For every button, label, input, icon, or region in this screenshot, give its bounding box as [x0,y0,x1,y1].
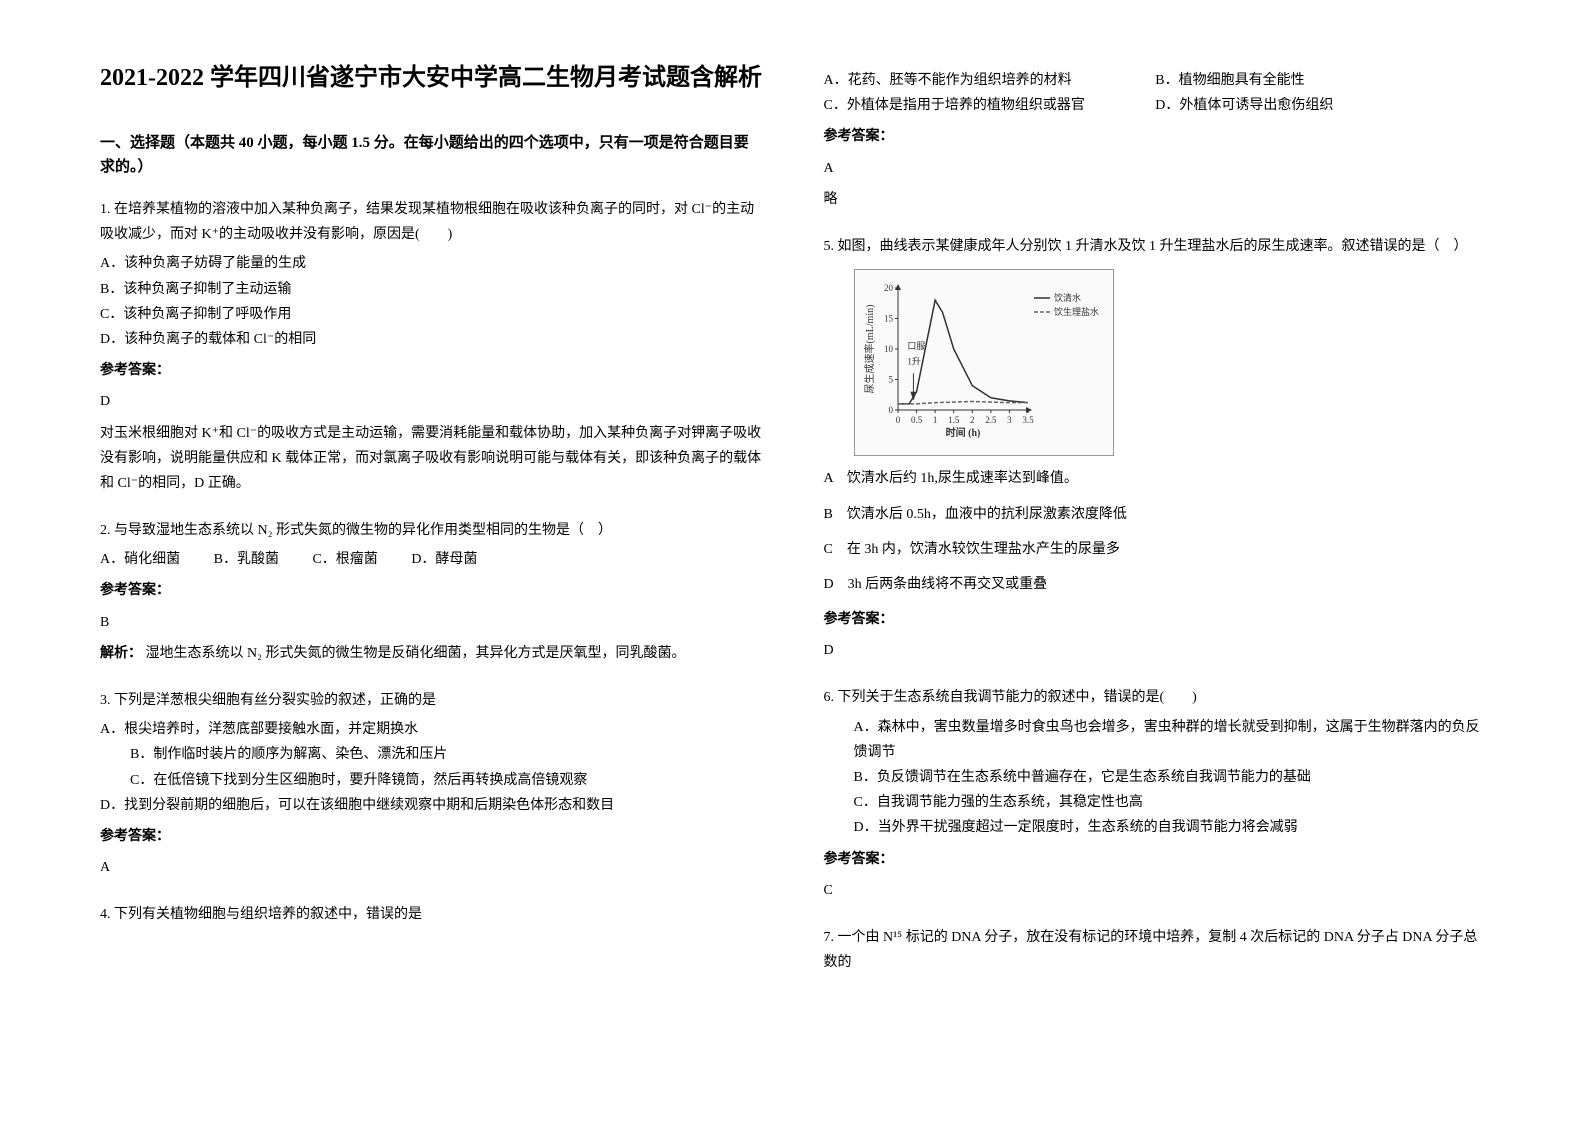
svg-text:饮清水: 饮清水 [1054,292,1081,303]
option-b: B．乳酸菌 [214,552,279,567]
option-b: B．植物细胞具有全能性 [1155,68,1487,93]
explanation: 解析： 湿地生态系统以 N₂ 形式失氮的微生物是反硝化细菌，其异化方式是厌氧型，… [100,641,764,666]
answer-value: A [100,855,764,880]
option-c: C 在 3h 内，饮清水较饮生理盐水产生的尿量多 [824,537,1488,562]
answer-value: A [824,156,1488,181]
option-c: C．根瘤菌 [312,552,377,567]
svg-text:2: 2 [970,415,975,425]
option-a: A．花药、胚等不能作为组织培养的材料 [824,68,1156,93]
answer-label: 参考答案： [824,124,1488,149]
question-text: 4. 下列有关植物细胞与组织培养的叙述中，错误的是 [100,902,764,927]
option-d: D．找到分裂前期的细胞后，可以在该细胞中继续观察中期和后期染色体形态和数目 [100,793,764,818]
option-d: D．该种负离子的载体和 Cl⁻的相同 [100,327,764,352]
answer-label: 参考答案： [100,358,764,383]
question-text: 1. 在培养某植物的溶液中加入某种负离子，结果发现某植物根细胞在吸收该种负离子的… [100,197,764,247]
svg-text:0: 0 [895,415,900,425]
q5-chart: 0 5 10 15 20 0 0.5 1 1.5 2 2.5 3 3.5 口服 1升 饮清水饮生理盐水时间 (… [854,269,1114,456]
explanation-label: 解析： [100,646,142,661]
options-grid: A．花药、胚等不能作为组织培养的材料 B．植物细胞具有全能性 C．外植体是指用于… [824,68,1488,118]
answer-value: C [824,878,1488,903]
option-a: A．根尖培养时，洋葱底部要接触水面，并定期换水 [100,717,764,742]
right-column: A．花药、胚等不能作为组织培养的材料 B．植物细胞具有全能性 C．外植体是指用于… [824,60,1488,1062]
option-c: C．自我调节能力强的生态系统，其稳定性也高 [854,790,1488,815]
svg-text:2.5: 2.5 [985,415,997,425]
question-3: 3. 下列是洋葱根尖细胞有丝分裂实验的叙述，正确的是 A．根尖培养时，洋葱底部要… [100,688,764,886]
explanation: 对玉米根细胞对 K⁺和 Cl⁻的吸收方式是主动运输，需要消耗能量和载体协助，加入… [100,421,764,497]
svg-text:0: 0 [888,405,893,415]
question-text: 2. 与导致湿地生态系统以 N₂ 形式失氮的微生物的异化作用类型相同的生物是（ … [100,518,764,543]
line-chart-svg: 0 5 10 15 20 0 0.5 1 1.5 2 2.5 3 3.5 口服 1升 饮清水饮生理盐水时间 (… [863,278,1103,438]
answer-label: 参考答案： [100,578,764,603]
options-row: A．硝化细菌 B．乳酸菌 C．根瘤菌 D．酵母菌 [100,547,764,572]
option-b: B．制作临时装片的顺序为解离、染色、漂洗和压片 [130,742,764,767]
svg-text:3: 3 [1007,415,1012,425]
option-b: B 饮清水后 0.5h，血液中的抗利尿激素浓度降低 [824,502,1488,527]
svg-text:1: 1 [932,415,937,425]
answer-label: 参考答案： [824,607,1488,632]
option-d: D．外植体可诱导出愈伤组织 [1155,93,1487,118]
svg-text:时间 (h): 时间 (h) [945,426,980,438]
explanation-text: 湿地生态系统以 N₂ 形式失氮的微生物是反硝化细菌，其异化方式是厌氧型，同乳酸菌… [146,646,686,661]
svg-text:10: 10 [884,344,894,354]
option-a: A．森林中，害虫数量增多时食虫鸟也会增多，害虫种群的增长就受到抑制，这属于生物群… [854,715,1488,765]
question-4-stem: 4. 下列有关植物细胞与组织培养的叙述中，错误的是 [100,902,764,931]
svg-text:口服: 口服 [907,341,925,351]
option-a: A 饮清水后约 1h,尿生成速率达到峰值。 [824,466,1488,491]
section-1-header: 一、选择题（本题共 40 小题，每小题 1.5 分。在每小题给出的四个选项中，只… [100,131,764,179]
question-text: 7. 一个由 N¹⁵ 标记的 DNA 分子，放在没有标记的环境中培养，复制 4 … [824,925,1488,975]
answer-value: D [824,638,1488,663]
option-b: B．负反馈调节在生态系统中普遍存在，它是生态系统自我调节能力的基础 [854,765,1488,790]
option-d: D．酵母菌 [411,552,477,567]
exam-title: 2021-2022 学年四川省遂宁市大安中学高二生物月考试题含解析 [100,60,764,96]
left-column: 2021-2022 学年四川省遂宁市大安中学高二生物月考试题含解析 一、选择题（… [100,60,764,1062]
answer-label: 参考答案： [100,824,764,849]
option-a: A．该种负离子妨碍了能量的生成 [100,251,764,276]
answer-note: 略 [824,187,1488,212]
answer-value: B [100,610,764,635]
question-5: 5. 如图，曲线表示某健康成年人分别饮 1 升清水及饮 1 升生理盐水后的尿生成… [824,234,1488,670]
question-7: 7. 一个由 N¹⁵ 标记的 DNA 分子，放在没有标记的环境中培养，复制 4 … [824,925,1488,979]
option-b: B．该种负离子抑制了主动运输 [100,277,764,302]
svg-text:3.5: 3.5 [1022,415,1034,425]
svg-text:15: 15 [884,314,894,324]
option-c: C．外植体是指用于培养的植物组织或器官 [824,93,1156,118]
option-c: C．该种负离子抑制了呼吸作用 [100,302,764,327]
svg-text:尿生成速率(mL/min): 尿生成速率(mL/min) [863,305,876,394]
question-2: 2. 与导致湿地生态系统以 N₂ 形式失氮的微生物的异化作用类型相同的生物是（ … [100,518,764,672]
svg-text:1.5: 1.5 [948,415,960,425]
question-text: 5. 如图，曲线表示某健康成年人分别饮 1 升清水及饮 1 升生理盐水后的尿生成… [824,234,1488,259]
option-d: D．当外界干扰强度超过一定限度时，生态系统的自我调节能力将会减弱 [854,815,1488,840]
svg-text:20: 20 [884,283,894,293]
svg-text:饮生理盐水: 饮生理盐水 [1054,306,1099,317]
svg-text:0.5: 0.5 [910,415,922,425]
question-text: 3. 下列是洋葱根尖细胞有丝分裂实验的叙述，正确的是 [100,688,764,713]
answer-value: D [100,389,764,414]
option-d: D 3h 后两条曲线将不再交叉或重叠 [824,572,1488,597]
question-text: 6. 下列关于生态系统自我调节能力的叙述中，错误的是( ) [824,685,1488,710]
svg-text:5: 5 [888,375,893,385]
svg-text:1升: 1升 [907,356,921,366]
option-a: A．硝化细菌 [100,552,180,567]
question-6: 6. 下列关于生态系统自我调节能力的叙述中，错误的是( ) A．森林中，害虫数量… [824,685,1488,909]
question-4-options: A．花药、胚等不能作为组织培养的材料 B．植物细胞具有全能性 C．外植体是指用于… [824,68,1488,218]
option-c: C．在低倍镜下找到分生区细胞时，要升降镜筒，然后再转换成高倍镜观察 [130,768,764,793]
question-1: 1. 在培养某植物的溶液中加入某种负离子，结果发现某植物根细胞在吸收该种负离子的… [100,197,764,502]
answer-label: 参考答案： [824,847,1488,872]
